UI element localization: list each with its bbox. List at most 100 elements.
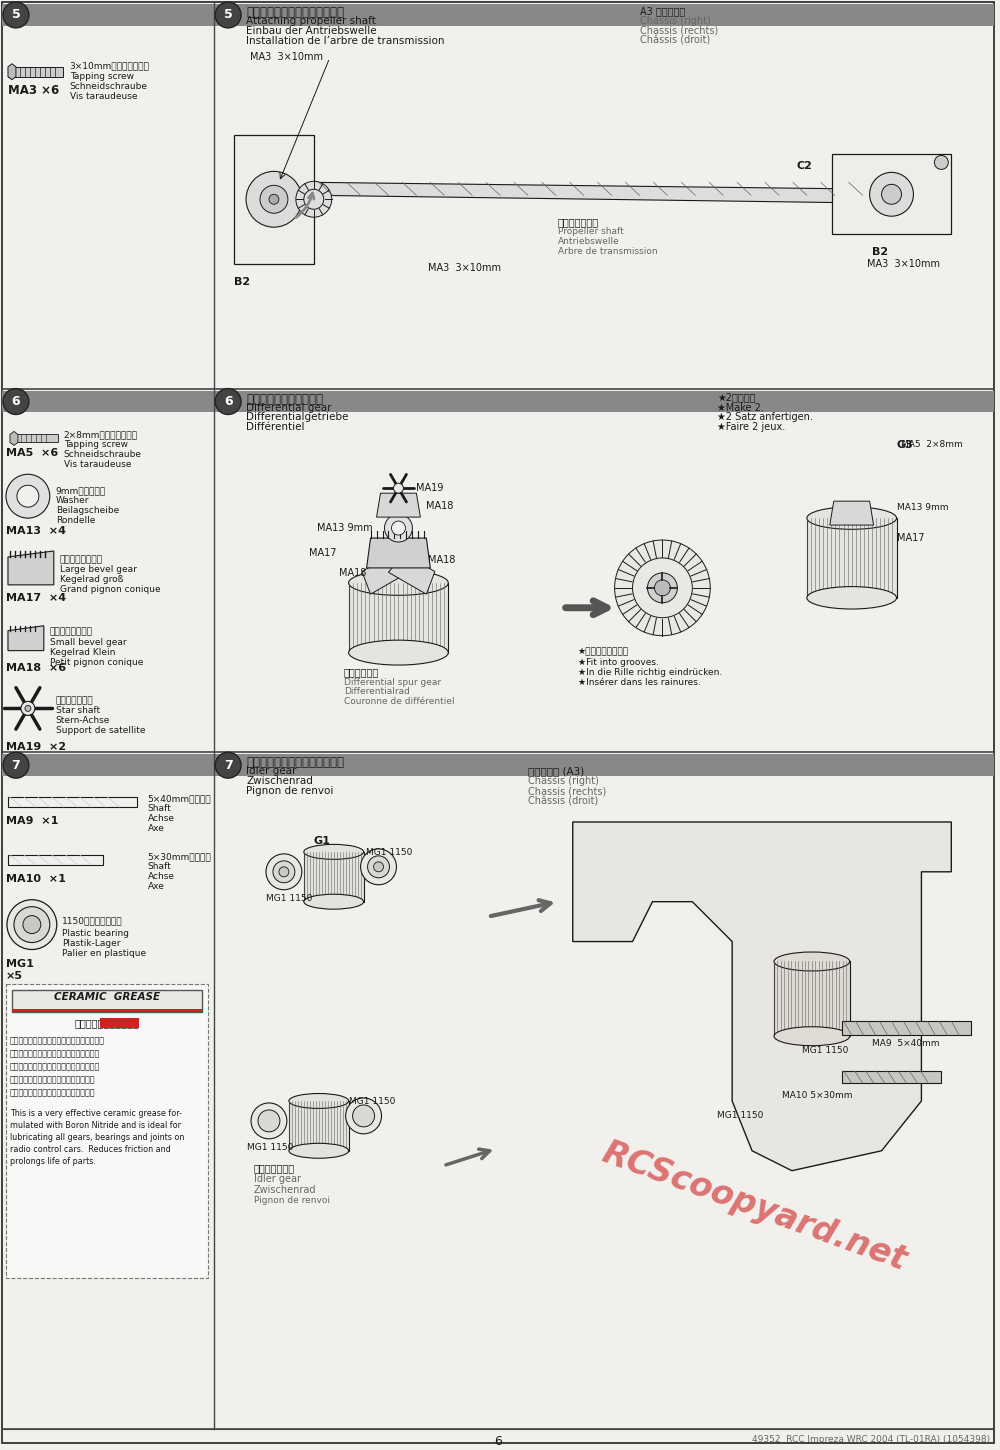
Text: prolongs life of parts.: prolongs life of parts.	[10, 1157, 96, 1166]
Text: MA17  ×4: MA17 ×4	[6, 593, 66, 603]
Text: RCScoopyard.net: RCScoopyard.net	[598, 1137, 912, 1277]
Text: MA9  5×40mm: MA9 5×40mm	[872, 1040, 939, 1048]
Text: 5×30mmシャフト: 5×30mmシャフト	[147, 851, 211, 861]
Text: Chassis (rechts): Chassis (rechts)	[528, 786, 606, 796]
Text: Pignon de renvoi: Pignon de renvoi	[246, 786, 333, 796]
Text: 《メインシャフトの取り付け》: 《メインシャフトの取り付け》	[246, 6, 344, 19]
Text: ヤ受け、ジョイント部分などにつけて動: ヤ受け、ジョイント部分などにつけて動	[10, 1074, 95, 1085]
Bar	[8, 798, 137, 808]
Text: 7: 7	[12, 758, 20, 771]
Text: MA9  ×1: MA9 ×1	[6, 816, 58, 826]
Text: Petit pignon conique: Petit pignon conique	[50, 658, 143, 667]
Circle shape	[260, 186, 288, 213]
Text: Idler gear: Idler gear	[246, 766, 296, 776]
Text: MA13 9mm: MA13 9mm	[897, 503, 948, 512]
Circle shape	[374, 861, 384, 871]
Text: MA10  ×1: MA10 ×1	[6, 874, 66, 884]
Text: Chassis (rechts): Chassis (rechts)	[640, 26, 718, 36]
Bar	[349, 583, 448, 653]
Text: Beilagscheibe: Beilagscheibe	[56, 506, 119, 515]
Text: G1: G1	[314, 837, 331, 845]
Circle shape	[14, 906, 50, 942]
Polygon shape	[8, 626, 44, 651]
Text: Rondelle: Rondelle	[56, 516, 95, 525]
Text: mulated with Boron Nitride and is ideal for: mulated with Boron Nitride and is ideal …	[10, 1121, 181, 1130]
Circle shape	[17, 486, 39, 508]
Bar	[774, 961, 850, 1037]
Text: 《アイドラーギヤの取り付け》: 《アイドラーギヤの取り付け》	[246, 757, 344, 770]
Text: Châssis (droit): Châssis (droit)	[528, 796, 598, 806]
Circle shape	[647, 573, 677, 603]
Text: ★Make 2.: ★Make 2.	[717, 403, 764, 412]
Text: ★In die Rille richtig eindrücken.: ★In die Rille richtig eindrücken.	[578, 667, 722, 677]
Ellipse shape	[807, 507, 897, 529]
Bar	[289, 1101, 349, 1151]
Text: Shaft: Shaft	[147, 805, 171, 813]
Text: Chassis (right): Chassis (right)	[640, 16, 710, 26]
Text: 9mmワッシャー: 9mmワッシャー	[56, 486, 106, 496]
Circle shape	[6, 474, 50, 518]
Ellipse shape	[349, 570, 448, 596]
Circle shape	[385, 515, 412, 542]
Polygon shape	[8, 551, 54, 584]
Text: MA17: MA17	[309, 548, 336, 558]
Circle shape	[654, 580, 670, 596]
Bar	[2, 754, 214, 776]
Text: lubricating all gears, bearings and joints on: lubricating all gears, bearings and join…	[10, 1132, 184, 1141]
Text: B2: B2	[234, 277, 250, 287]
Text: Large bevel gear: Large bevel gear	[60, 566, 137, 574]
Text: Shaft: Shaft	[147, 861, 171, 871]
Bar	[8, 856, 103, 864]
Text: MA13 9mm: MA13 9mm	[317, 523, 372, 534]
Text: ×5: ×5	[6, 972, 23, 982]
Text: ★Faire 2 jeux.: ★Faire 2 jeux.	[717, 422, 785, 432]
Ellipse shape	[304, 895, 364, 909]
Text: MA3  3×10mm: MA3 3×10mm	[428, 262, 501, 273]
Circle shape	[882, 184, 901, 204]
Circle shape	[215, 1, 241, 28]
Text: MG1 1150: MG1 1150	[366, 848, 412, 857]
Circle shape	[3, 389, 29, 415]
Text: ★Insérer dans les rainures.: ★Insérer dans les rainures.	[578, 677, 701, 686]
Text: ★Fit into grooves.: ★Fit into grooves.	[578, 658, 659, 667]
Polygon shape	[8, 64, 16, 80]
Text: Achse: Achse	[147, 813, 174, 824]
Text: MG1 1150: MG1 1150	[266, 893, 312, 903]
Text: Tapping screw: Tapping screw	[70, 71, 134, 81]
Text: メインシャフト: メインシャフト	[558, 218, 599, 228]
Bar	[842, 1072, 941, 1083]
Polygon shape	[388, 554, 435, 594]
Circle shape	[934, 155, 948, 170]
Text: Chassis (right): Chassis (right)	[528, 776, 599, 786]
Text: Schneidschraube: Schneidschraube	[64, 451, 142, 460]
Circle shape	[279, 867, 289, 877]
Polygon shape	[830, 502, 874, 525]
Text: Grand pignon conique: Grand pignon conique	[60, 584, 160, 594]
Circle shape	[615, 539, 710, 635]
Circle shape	[25, 705, 31, 712]
Text: Châssis (droit): Châssis (droit)	[640, 36, 710, 46]
Text: Axe: Axe	[147, 882, 164, 890]
Text: Differentialrad: Differentialrad	[344, 687, 410, 696]
Text: Star shaft: Star shaft	[56, 706, 100, 715]
Text: MA19  ×2: MA19 ×2	[6, 742, 66, 753]
Polygon shape	[362, 554, 408, 594]
Bar	[100, 1018, 139, 1028]
Text: C2: C2	[797, 161, 813, 171]
Text: Zwischenrad: Zwischenrad	[246, 776, 313, 786]
Ellipse shape	[304, 844, 364, 860]
Bar	[2, 390, 214, 412]
Text: MA13  ×4: MA13 ×4	[6, 526, 66, 536]
Circle shape	[391, 521, 405, 535]
Text: MG1 1150: MG1 1150	[349, 1098, 395, 1106]
Text: 5×40mmシャフト: 5×40mmシャフト	[147, 795, 211, 803]
Text: テフキャリア: テフキャリア	[344, 667, 379, 677]
Text: Vis taraudeuse: Vis taraudeuse	[64, 460, 131, 470]
Text: Differential spur gear: Differential spur gear	[344, 677, 441, 686]
Text: Palier en plastique: Palier en plastique	[62, 948, 146, 957]
Text: ベベルギヤ（小）: ベベルギヤ（小）	[50, 628, 93, 637]
Bar	[12, 990, 202, 1012]
Text: MA18: MA18	[426, 502, 454, 512]
Bar	[2, 4, 214, 26]
Text: Pignon de renvoi: Pignon de renvoi	[254, 1196, 330, 1205]
